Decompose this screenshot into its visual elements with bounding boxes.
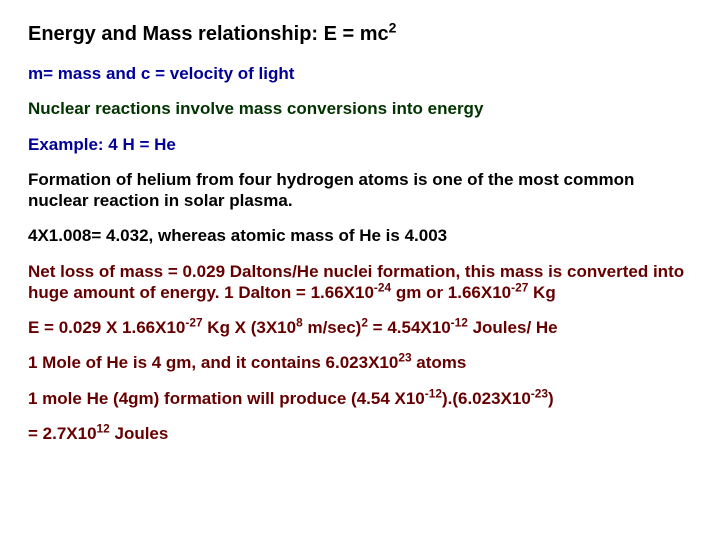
t: 1 mole He (4gm) formation will produce (… bbox=[28, 389, 425, 408]
t: Kg X (3X10 bbox=[203, 318, 297, 337]
t: ).(6.023X10 bbox=[442, 389, 531, 408]
e: 2 bbox=[361, 315, 368, 329]
t: gm or 1.66X10 bbox=[391, 283, 511, 302]
t: = 4.54X10 bbox=[368, 318, 451, 337]
title-line: Energy and Mass relationship: E = mc2 bbox=[28, 22, 692, 47]
title-text: Energy and Mass relationship: E = mc bbox=[28, 23, 389, 45]
title-exp: 2 bbox=[389, 19, 397, 35]
t: E = 0.029 X 1.66X10 bbox=[28, 318, 185, 337]
line-example: Example: 4 H = He bbox=[28, 134, 692, 155]
line-masses: 4X1.008= 4.032, whereas atomic mass of H… bbox=[28, 225, 692, 246]
t: = 2.7X10 bbox=[28, 424, 97, 443]
t: Joules/ He bbox=[468, 318, 558, 337]
e: -12 bbox=[451, 315, 468, 329]
t: Kg bbox=[528, 283, 555, 302]
line-result: = 2.7X1012 Joules bbox=[28, 423, 692, 444]
line-definitions: m= mass and c = velocity of light bbox=[28, 63, 692, 84]
t: ) bbox=[548, 389, 554, 408]
e: -12 bbox=[425, 386, 442, 400]
t: Net loss of mass = 0.029 Daltons/He nucl… bbox=[28, 262, 684, 302]
slide-content: Energy and Mass relationship: E = mc2 m=… bbox=[0, 0, 720, 444]
line-mole-formation: 1 mole He (4gm) formation will produce (… bbox=[28, 388, 692, 409]
e: 23 bbox=[398, 351, 411, 365]
line-mole: 1 Mole of He is 4 gm, and it contains 6.… bbox=[28, 352, 692, 373]
e: 8 bbox=[296, 315, 303, 329]
t: m/sec) bbox=[303, 318, 362, 337]
t: atoms bbox=[412, 353, 467, 372]
e: -24 bbox=[374, 280, 391, 294]
line-nuclear: Nuclear reactions involve mass conversio… bbox=[28, 98, 692, 119]
line-formation: Formation of helium from four hydrogen a… bbox=[28, 169, 692, 212]
e: -27 bbox=[511, 280, 528, 294]
e: 12 bbox=[97, 421, 110, 435]
t: 1 Mole of He is 4 gm, and it contains 6.… bbox=[28, 353, 398, 372]
e: -27 bbox=[185, 315, 202, 329]
e: -23 bbox=[531, 386, 548, 400]
line-netloss: Net loss of mass = 0.029 Daltons/He nucl… bbox=[28, 261, 692, 304]
t: Joules bbox=[110, 424, 169, 443]
line-energy-calc: E = 0.029 X 1.66X10-27 Kg X (3X108 m/sec… bbox=[28, 317, 692, 338]
